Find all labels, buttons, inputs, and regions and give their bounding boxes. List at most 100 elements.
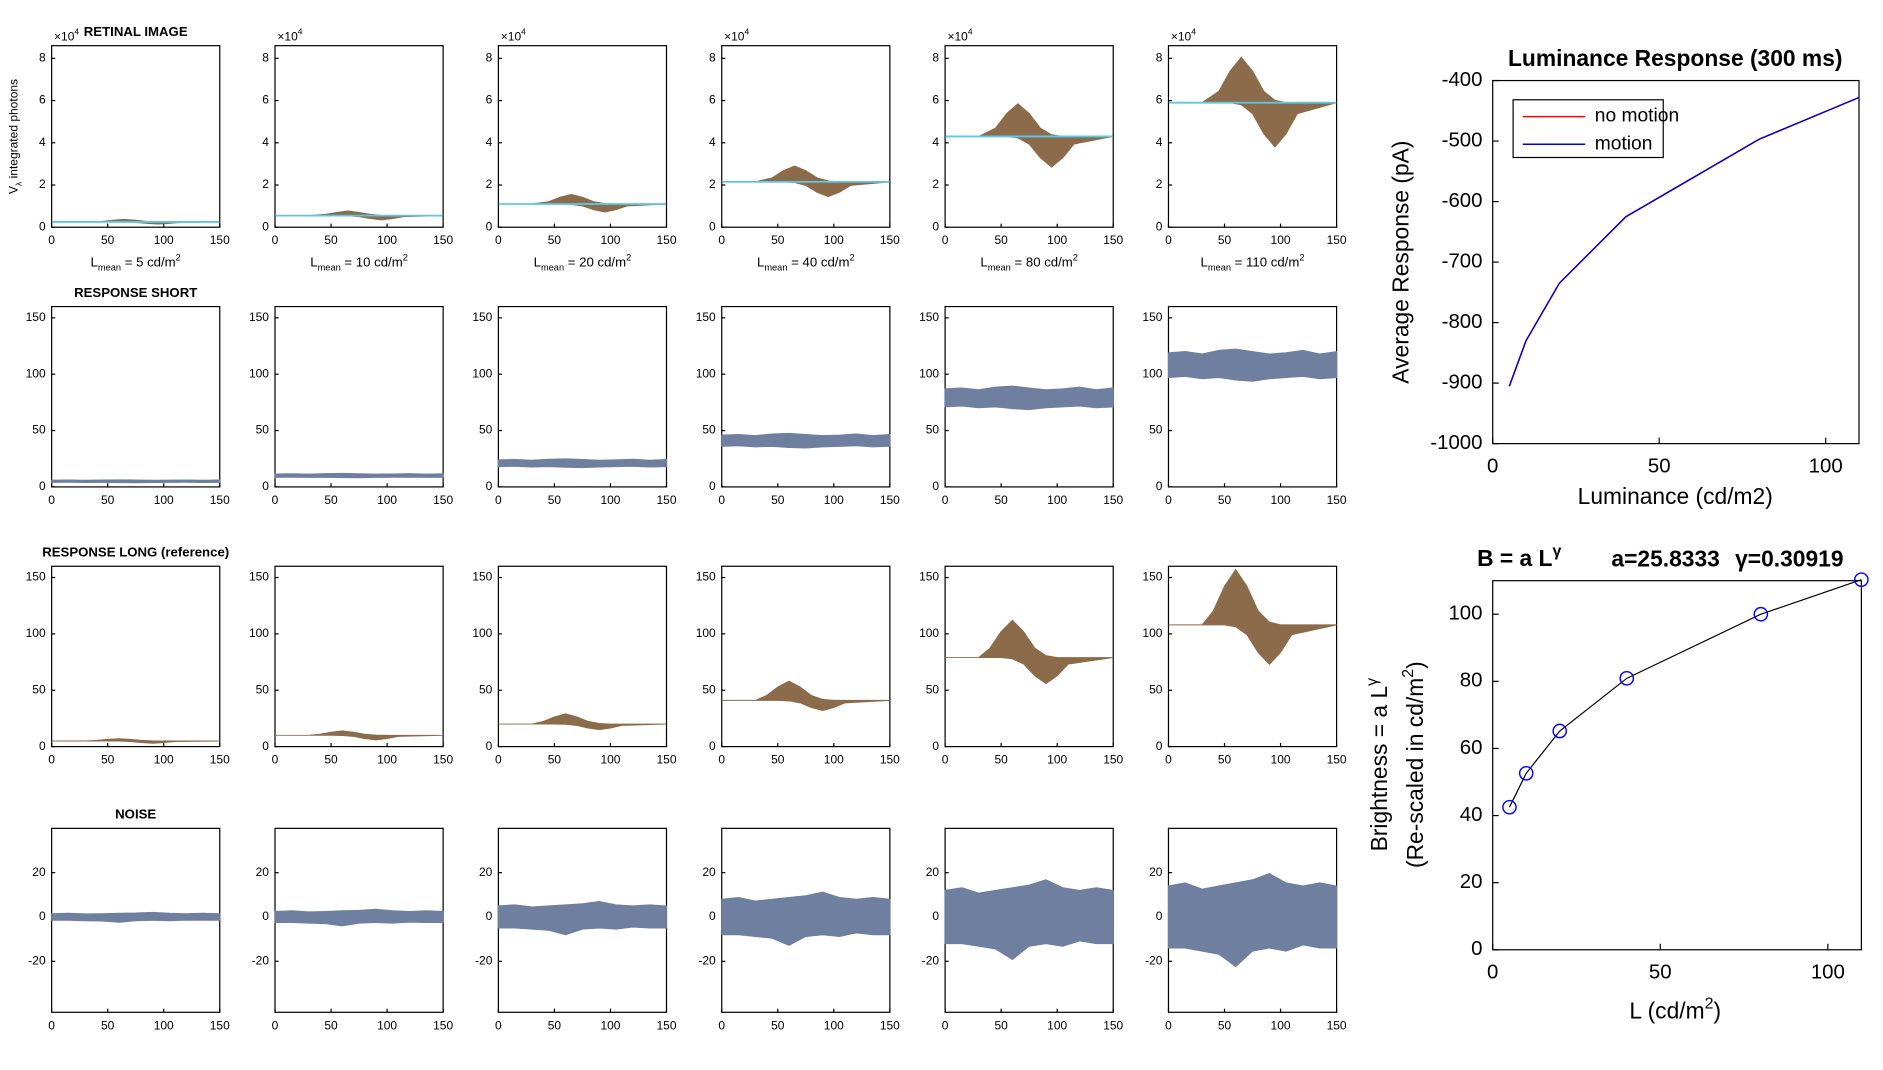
x-tick-label: 0 <box>48 753 55 767</box>
axes-frame <box>51 565 221 748</box>
x-tick-label: 100 <box>1271 753 1291 767</box>
y-tick-label: 0 <box>932 909 939 923</box>
x-tick-label: 50 <box>771 753 785 767</box>
y-axis-label: Brightness = a Lγ <box>1364 678 1392 852</box>
x-tick-label: 50 <box>548 1018 562 1032</box>
y-tick-label: 8 <box>709 51 716 65</box>
y-tick-label: 0 <box>709 479 716 493</box>
x-tick-label: 150 <box>1327 233 1347 247</box>
x-tick-label: 150 <box>656 1018 676 1032</box>
x-tick-label: 150 <box>210 233 230 247</box>
y-tick-label: 60 <box>1460 737 1483 759</box>
x-tick-label: 150 <box>1327 1018 1347 1032</box>
x-tick-label: 0 <box>272 753 279 767</box>
point <box>1753 606 1769 622</box>
text-part: 4 <box>1191 26 1196 36</box>
legend-box <box>1512 99 1664 159</box>
y-tick-label: 2 <box>709 177 716 191</box>
x-tick-label: 100 <box>1047 1018 1067 1032</box>
x-tick-label: 50 <box>101 233 115 247</box>
x-tick-label: 0 <box>495 233 502 247</box>
y-tick-label: 0 <box>1471 938 1482 960</box>
y-tick-label: 20 <box>32 865 46 879</box>
x-tick-label: 50 <box>324 493 338 507</box>
x-axis-label: Lmean = 40 cd/m2 <box>757 253 855 273</box>
y-tick-label: 100 <box>26 626 46 640</box>
y-tick-label: 6 <box>262 93 269 107</box>
text-part: 4 <box>744 26 749 36</box>
y-tick-label: 0 <box>486 219 493 233</box>
response-band <box>944 385 1114 411</box>
x-tick-label: 100 <box>377 1018 397 1032</box>
text-part: 2 <box>176 253 181 263</box>
y-tick-label: -800 <box>1442 311 1483 333</box>
x-axis-label: Lmean = 5 cd/m2 <box>91 253 181 273</box>
response-band <box>721 891 891 946</box>
y-tick-label: 0 <box>486 479 493 493</box>
text-part: mean <box>318 263 341 273</box>
x-tick-label: 150 <box>656 753 676 767</box>
y-tick-label: 0 <box>262 909 269 923</box>
series-line <box>1508 96 1860 387</box>
axes-frame <box>497 565 668 748</box>
y-tick-label: 4 <box>932 135 939 149</box>
x-tick-label: 0 <box>718 1018 725 1032</box>
x-tick-label: 50 <box>101 753 115 767</box>
y-tick-label: 8 <box>39 51 46 65</box>
x-tick-label: 100 <box>600 753 620 767</box>
point <box>1619 670 1635 686</box>
x-tick-label: 150 <box>1327 493 1347 507</box>
y-tick-label: 20 <box>1460 871 1483 893</box>
x-tick-label: 0 <box>942 233 949 247</box>
x-tick-label: 150 <box>880 233 900 247</box>
text-part: = 10 cd/m <box>341 255 403 270</box>
x-tick-label: 0 <box>718 493 725 507</box>
text-part: L <box>310 255 317 270</box>
x-tick-label: 50 <box>994 233 1008 247</box>
x-tick-label: 0 <box>1487 456 1498 478</box>
x-tick-label: 0 <box>942 753 949 767</box>
y-tick-label: -900 <box>1442 372 1483 394</box>
y-tick-label: 6 <box>709 93 716 107</box>
y-tick-label: 2 <box>1156 177 1163 191</box>
y-tick-label: 100 <box>696 626 716 640</box>
text-part: mean <box>988 263 1011 273</box>
y-tick-label: 150 <box>26 310 46 324</box>
x-tick-label: 0 <box>272 233 279 247</box>
x-tick-label: 0 <box>942 493 949 507</box>
y-tick-label: -20 <box>252 953 270 967</box>
text-part: λ <box>14 181 24 186</box>
x-axis-label: L (cd/m2) <box>1629 995 1721 1023</box>
y-tick-label: -400 <box>1442 69 1483 91</box>
response-band <box>51 738 220 744</box>
y-tick-label: 0 <box>486 909 493 923</box>
y-exponent: ×104 <box>724 26 749 43</box>
y-tick-label: 150 <box>1142 310 1162 324</box>
x-tick-label: 100 <box>824 493 844 507</box>
text-part: mean <box>764 263 787 273</box>
x-tick-label: 0 <box>495 1018 502 1032</box>
x-tick-label: 100 <box>377 753 397 767</box>
text-part: ) <box>1402 661 1428 669</box>
axes-frame <box>721 305 891 488</box>
y-tick-label: 0 <box>932 739 939 753</box>
y-tick-label: 0 <box>1156 739 1163 753</box>
x-tick-label: 50 <box>994 1018 1008 1032</box>
x-tick-label: 50 <box>324 1018 338 1032</box>
x-tick-label: 50 <box>1218 753 1232 767</box>
x-tick-label: 100 <box>1271 233 1291 247</box>
axes-frame <box>274 565 444 748</box>
text-part: L (cd/m <box>1629 997 1704 1023</box>
x-tick-label: 50 <box>1649 962 1672 984</box>
y-tick-label: 150 <box>1142 570 1162 584</box>
x-tick-label: 150 <box>433 493 453 507</box>
text-part: = 80 cd/m <box>1011 255 1073 270</box>
row-title: RESPONSE LONG (reference) <box>42 545 229 560</box>
row-title: RETINAL IMAGE <box>84 24 188 39</box>
y-exponent: ×104 <box>948 26 973 43</box>
y-tick-label: 50 <box>479 423 493 437</box>
text-part: L <box>91 255 98 270</box>
x-tick-label: 0 <box>942 1018 949 1032</box>
x-tick-label: 150 <box>880 753 900 767</box>
x-tick-label: 150 <box>1103 1018 1123 1032</box>
